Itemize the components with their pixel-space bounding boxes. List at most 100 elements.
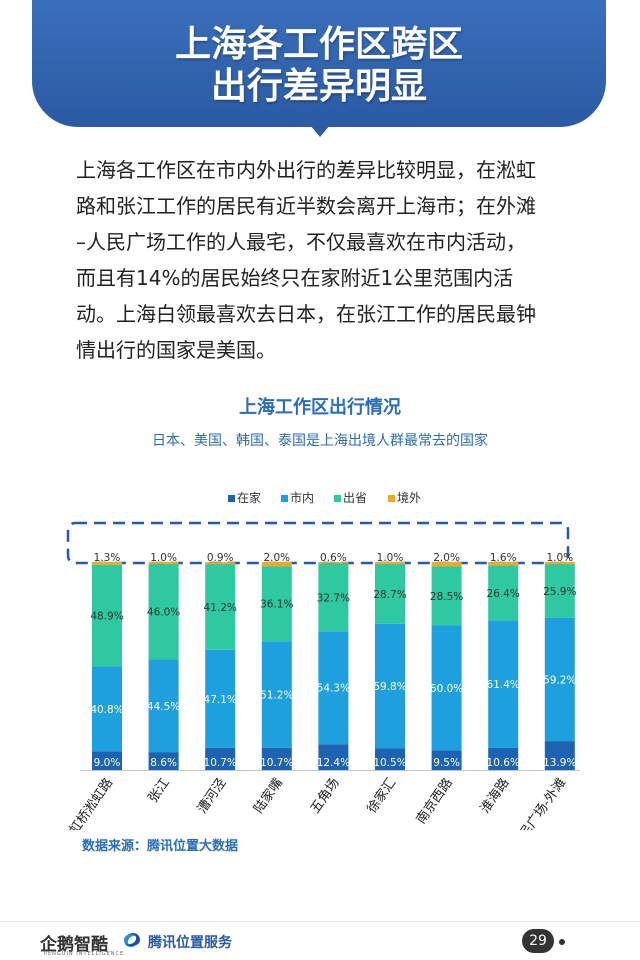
category-label: 五角场 — [308, 776, 343, 817]
bar-segment — [488, 620, 519, 748]
data-label: 10.6% — [487, 757, 520, 769]
data-label: 36.1% — [260, 599, 293, 611]
intro-line: 情出行的国家是美国。 — [76, 338, 276, 362]
page-number: 29 — [522, 929, 554, 953]
data-label: 12.4% — [317, 757, 350, 769]
bar-segment — [318, 562, 349, 564]
data-label: 46.0% — [147, 607, 180, 619]
legend-swatch — [334, 495, 341, 502]
legend-swatch — [281, 495, 288, 502]
intro-line: 而且有14%的居民始终只在家附近1公里范围内活 — [76, 266, 514, 290]
penguin-intelligence-logo: 企鹅智酷 — [40, 935, 108, 955]
data-label: 9.5% — [433, 757, 460, 769]
data-label: 2.0% — [263, 552, 290, 564]
data-label: 59.2% — [543, 675, 576, 687]
intro-paragraph: 上海各工作区在市内外出行的差异比较明显，在淞虹 路和张江工作的居民有近半数会离开… — [76, 152, 586, 368]
data-label: 28.5% — [430, 591, 463, 603]
bar-segment — [205, 564, 236, 650]
data-label: 1.6% — [490, 552, 517, 564]
page-title: 上海各工作区跨区 出行差异明显 — [32, 24, 606, 108]
stacked-bar-chart: 在家 市内 出省 境外 9.0% 40.8% 48.9% 1.3% 虹桥淞虹路 8.6% 44.5%… — [66, 490, 580, 830]
header-banner — [32, 0, 606, 127]
bar-segment — [488, 747, 519, 770]
data-source: 数据来源：腾讯位置大数据 — [82, 839, 239, 854]
bar-segment — [148, 752, 179, 770]
category-label: 张江 — [146, 776, 173, 806]
bar-segment — [205, 562, 236, 565]
data-label: 51.2% — [260, 689, 293, 701]
footer-divider — [0, 921, 640, 922]
bar-segment — [375, 562, 405, 565]
bar-segment — [92, 666, 122, 752]
bar-segment — [205, 649, 236, 748]
bar-segment — [261, 641, 292, 748]
tencent-location-service-logo: 腾讯位置服务 — [148, 935, 232, 951]
bar-segment — [375, 748, 405, 770]
bar-segment — [261, 747, 292, 770]
bar-segment — [205, 747, 236, 770]
data-label: 9.0% — [94, 757, 121, 769]
data-label: 0.6% — [320, 552, 347, 564]
data-label: 1.0% — [546, 552, 573, 564]
data-label: 10.7% — [260, 757, 293, 769]
bar-segment — [431, 566, 462, 626]
tencent-location-icon — [124, 932, 140, 948]
page-title-line2: 出行差异明显 — [210, 66, 427, 107]
data-label: 10.5% — [373, 757, 406, 769]
bar-segment — [431, 750, 462, 770]
category-label: 淮海路 — [477, 775, 512, 816]
bar-segment — [261, 562, 292, 567]
data-label: 13.9% — [543, 757, 576, 769]
bar-segment — [375, 623, 405, 749]
data-label: 60.0% — [430, 683, 463, 695]
intro-line: 路和张江工作的居民有近半数会离开上海市；在外滩 — [76, 194, 536, 218]
data-label: 1.0% — [377, 552, 404, 564]
bar-segment — [148, 659, 179, 753]
data-label: 32.7% — [317, 592, 350, 604]
bar-segment — [318, 631, 349, 745]
data-label: 61.4% — [487, 679, 520, 691]
data-label: 41.2% — [204, 602, 237, 614]
data-label: 48.9% — [90, 611, 123, 623]
legend-swatch — [228, 495, 235, 502]
bar-segment — [431, 562, 462, 567]
penguin-intelligence-logo-sub: PENGUIN INTELLIGENCE — [44, 951, 125, 957]
page-dot — [559, 939, 565, 945]
bar-segment — [488, 565, 519, 621]
page-title-line1: 上海各工作区跨区 — [174, 24, 463, 65]
data-label: 59.8% — [373, 681, 406, 693]
bar-segment — [544, 617, 575, 742]
bar-segment — [318, 563, 349, 632]
intro-line: –人民广场工作的人最宅，不仅最喜欢在市内活动， — [76, 230, 526, 254]
bar-segment — [431, 625, 462, 751]
legend-swatch — [388, 495, 395, 502]
bar-segment — [544, 562, 575, 565]
legend-label: 出省 — [343, 491, 367, 505]
category-label: 漕河泾 — [195, 776, 230, 817]
data-label: 40.8% — [90, 704, 123, 716]
data-label: 26.4% — [487, 588, 520, 600]
category-label: 虹桥淞虹路 — [66, 775, 116, 830]
bar-segment — [148, 563, 179, 660]
category-label: 南京西路 — [413, 775, 456, 827]
bar-segment — [92, 751, 122, 770]
bar-segment — [261, 566, 292, 642]
category-label: 人民广场-外滩 — [509, 776, 569, 830]
data-label: 8.6% — [150, 757, 177, 769]
data-label: 2.0% — [433, 552, 460, 564]
bar-segment — [92, 564, 122, 667]
data-label: 44.5% — [147, 701, 180, 713]
legend-label: 市内 — [290, 490, 314, 505]
category-label: 徐家汇 — [364, 775, 399, 816]
data-label: 10.7% — [204, 757, 237, 769]
bar-segment — [92, 562, 122, 565]
data-label: 54.3% — [317, 683, 350, 695]
bar-segment — [318, 744, 349, 770]
bar-segment — [488, 562, 519, 566]
data-label: 1.3% — [94, 552, 121, 564]
data-label: 47.1% — [204, 694, 237, 706]
banner-pointer — [310, 125, 330, 137]
data-label: 28.7% — [373, 589, 406, 601]
bar-segment — [148, 561, 179, 564]
bar-segment — [544, 564, 575, 618]
